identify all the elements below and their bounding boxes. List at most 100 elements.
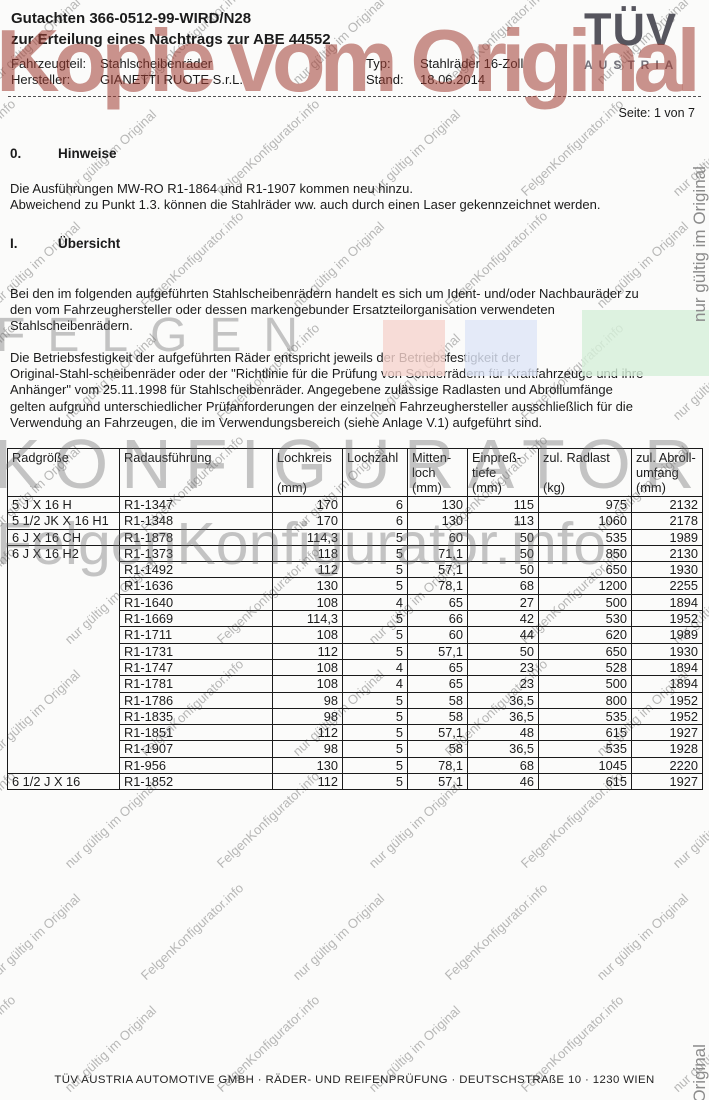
wheel-spec-table-wrap: Radgröße Radausführung Lochkreis (mm) Lochz… [7, 448, 703, 791]
cell-value: 130 [407, 512, 468, 530]
cell-radausfuehrung: R1-1636 [119, 577, 273, 595]
cell-value: 130 [407, 495, 468, 514]
cell-value: 78,1 [407, 756, 468, 775]
cell-value: 68 [467, 577, 539, 595]
cell-radausfuehrung: R1-1669 [119, 610, 273, 628]
cell-value: 6 [342, 495, 408, 514]
cell-value: 57,1 [407, 642, 468, 660]
uebersicht-paragraph-1: Bei den im folgenden aufgeführten Stahls… [10, 286, 639, 334]
cell-value: 170 [272, 512, 343, 530]
cell-value: 98 [272, 740, 343, 758]
cell-value: 42 [467, 610, 539, 628]
section-1-title: Übersicht [58, 236, 121, 251]
cell-value: 800 [538, 691, 632, 709]
cell-value: 50 [467, 561, 539, 579]
table-row: R1-1731 112 5 57,1 50 650 1930 [8, 642, 703, 660]
document-title-line2: zur Erteilung eines Nachtrags zur ABE 44… [11, 31, 331, 48]
field-hersteller-value: GIANETTI RUOTE S.r.L. [100, 72, 244, 87]
cell-value: 27 [467, 593, 539, 612]
cell-radausfuehrung: R1-1852 [119, 773, 273, 791]
field-fahrzeugteil-label: Fahrzeugteil: [11, 56, 87, 71]
cell-value: 1952 [631, 691, 703, 709]
cell-value: 1989 [631, 626, 703, 644]
cell-radgroesse: 6 J X 16 CH [7, 528, 120, 546]
cell-value: 112 [272, 724, 343, 742]
cell-value: 5 [342, 691, 408, 709]
section-0-title: Hinweise [58, 146, 117, 161]
cell-value: 1928 [631, 740, 703, 758]
cell-value: 528 [538, 658, 632, 677]
table-header-cell: Lochkreis (mm) [272, 448, 343, 497]
dashed-separator [8, 96, 701, 97]
cell-value: 530 [538, 610, 632, 628]
cell-value: 5 [342, 561, 408, 579]
field-stand-label: Stand: [366, 72, 404, 87]
cell-value: 5 [342, 544, 408, 563]
cell-value: 60 [407, 528, 468, 546]
cell-value: 108 [272, 675, 343, 693]
cell-value: 36,5 [467, 740, 539, 758]
cell-value: 1952 [631, 610, 703, 628]
cell-radausfuehrung: R1-1640 [119, 593, 273, 612]
cell-value: 5 [342, 642, 408, 660]
cell-value: 118 [272, 544, 343, 563]
cell-value: 5 [342, 740, 408, 758]
cell-radausfuehrung: R1-1747 [119, 658, 273, 677]
cell-value: 1930 [631, 561, 703, 579]
cell-value: 650 [538, 561, 632, 579]
cell-value: 115 [467, 495, 539, 514]
cell-radausfuehrung: R1-1781 [119, 675, 273, 693]
cell-value: 4 [342, 675, 408, 693]
cell-radausfuehrung: R1-1907 [119, 740, 273, 758]
field-typ-label: Typ: [366, 56, 391, 71]
cell-value: 5 [342, 707, 408, 726]
cell-value: 114,3 [272, 528, 343, 546]
cell-value: 112 [272, 642, 343, 660]
cell-value: 71,1 [407, 544, 468, 563]
cell-value: 57,1 [407, 724, 468, 742]
cell-value: 170 [272, 495, 343, 514]
cell-radausfuehrung: R1-956 [119, 756, 273, 775]
table-row: R1-1747 108 4 65 23 528 1894 [8, 658, 703, 677]
cell-value: 500 [538, 675, 632, 693]
table-header-cell: zul. Radlast (kg) [538, 448, 632, 497]
cell-value: 975 [538, 495, 632, 514]
tuv-logo-text: TÜV [584, 4, 677, 55]
cell-radgroesse: 6 1/2 J X 16 [7, 773, 120, 791]
cell-value: 23 [467, 675, 539, 693]
cell-value: 98 [272, 707, 343, 726]
cell-value: 500 [538, 593, 632, 612]
footer-company-line: TÜV AUSTRIA AUTOMOTIVE GMBH · RÄDER- UND… [54, 1074, 655, 1086]
cell-value: 2220 [631, 756, 703, 775]
cell-value: 535 [538, 740, 632, 758]
table-header-row: Radgröße Radausführung Lochkreis (mm) Lochz… [7, 448, 703, 497]
table-row: R1-1636 130 5 78,1 68 1200 2255 [8, 577, 703, 595]
cell-value: 112 [272, 773, 343, 791]
cell-value: 36,5 [467, 691, 539, 709]
cell-value: 4 [342, 658, 408, 677]
cell-value: 615 [538, 773, 632, 791]
cell-value: 535 [538, 528, 632, 546]
cell-value: 5 [342, 626, 408, 644]
cell-value: 98 [272, 691, 343, 709]
cell-value: 57,1 [407, 773, 468, 791]
cell-value: 5 [342, 724, 408, 742]
cell-radausfuehrung: R1-1373 [119, 544, 273, 563]
cell-value: 57,1 [407, 561, 468, 579]
wheel-table-body: 5 J X 16 H R1-1347 170 6 130 115 975 2132 5 1/2 … [7, 495, 703, 791]
cell-value: 535 [538, 707, 632, 726]
cell-value: 5 [342, 528, 408, 546]
tuv-austria-logo: TÜV AUSTRIA [584, 4, 696, 73]
cell-value: 46 [467, 773, 539, 791]
cell-radausfuehrung: R1-1492 [119, 561, 273, 579]
cell-value: 114,3 [272, 610, 343, 628]
cell-value: 108 [272, 658, 343, 677]
cell-radausfuehrung: R1-1835 [119, 707, 273, 726]
cell-value: 1952 [631, 707, 703, 726]
cell-value: 5 [342, 773, 408, 791]
table-header-cell: Mitten- loch (mm) [407, 448, 468, 497]
cell-value: 23 [467, 658, 539, 677]
cell-value: 1894 [631, 658, 703, 677]
cell-value: 2178 [631, 512, 703, 530]
cell-value: 50 [467, 528, 539, 546]
